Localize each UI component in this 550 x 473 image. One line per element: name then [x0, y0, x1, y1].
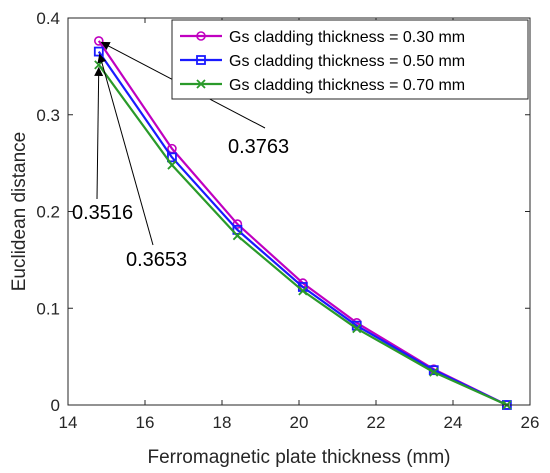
x-tick-label: 20: [290, 413, 309, 432]
x-axis-title: Ferromagnetic plate thickness (mm): [147, 447, 450, 468]
series-line: [97, 50, 508, 406]
series-3: [94, 60, 512, 410]
legend-entry: Gs cladding thickness = 0.30 mm: [180, 29, 465, 46]
data-point: [298, 286, 308, 296]
legend-label: Gs cladding thickness = 0.70 mm: [229, 77, 465, 94]
legend-entry: Gs cladding thickness = 0.70 mm: [180, 77, 465, 94]
y-tick-label: 0.3: [36, 106, 60, 125]
data-point: [167, 152, 177, 163]
axis-layer: 14 16 18 20 22 24 26 0 0.1 0.2 0.3 0.4: [36, 9, 539, 432]
legend-swatch-marker: [196, 55, 206, 65]
y-tick-label: 0.1: [36, 299, 60, 318]
legend-swatch-marker: [196, 79, 206, 89]
y-tick-label: 0: [51, 396, 60, 415]
x-tick-label: 24: [444, 413, 463, 432]
data-point: [352, 323, 362, 334]
x-tick-label: 14: [59, 413, 78, 432]
y-tick-label: 0.2: [36, 203, 60, 222]
x-tick-label: 18: [213, 413, 232, 432]
x-tick-label: 22: [367, 413, 386, 432]
y-axis-title: Euclidean distance: [9, 132, 30, 292]
annotation-arrow: [94, 66, 104, 200]
annotation: 0.3653: [97, 53, 187, 271]
legend-box: [171, 19, 529, 100]
annotation-layer: 0.3763 0.3653 0.3516: [72, 41, 289, 271]
x-tick-label: 26: [521, 413, 540, 432]
data-point: [167, 160, 177, 170]
legend-swatch-marker: [196, 31, 206, 41]
annotation-label: 0.3516: [72, 202, 133, 224]
legend-entry: Gs cladding thickness = 0.50 mm: [180, 53, 465, 70]
annotation-arrow: [97, 53, 154, 246]
annotation-label: 0.3653: [126, 249, 187, 271]
data-point: [94, 36, 104, 46]
legend-label: Gs cladding thickness = 0.30 mm: [229, 29, 465, 46]
data-point: [232, 231, 243, 241]
annotation: 0.3516: [72, 66, 133, 224]
legend: Gs cladding thickness = 0.30 mm Gs claddi…: [171, 19, 529, 100]
x-tick-label: 16: [136, 413, 155, 432]
y-tick-label: 0.4: [36, 9, 60, 28]
annotation-label: 0.3763: [228, 136, 289, 158]
legend-label: Gs cladding thickness = 0.50 mm: [229, 53, 465, 70]
data-point: [429, 367, 439, 377]
